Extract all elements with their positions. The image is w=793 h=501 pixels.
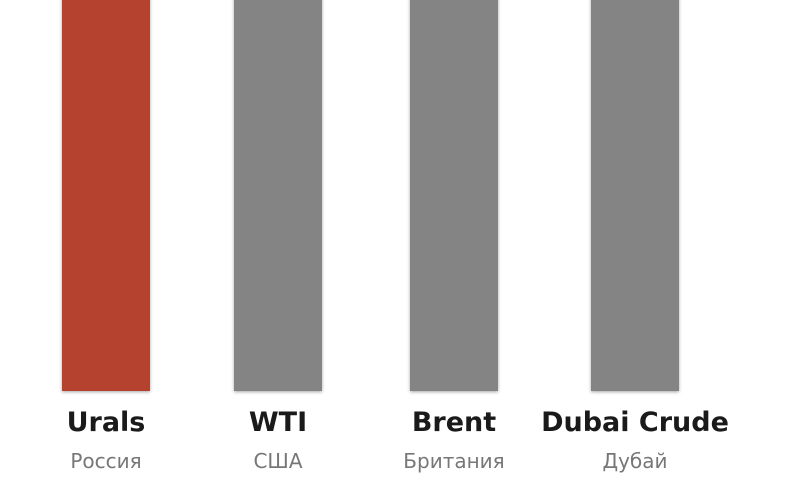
category-sublabel: США [253,449,302,473]
category-sublabel: Россия [70,449,141,473]
bar-wti [234,0,322,391]
category-sublabel: Британия [403,449,504,473]
bar-brent [410,0,498,391]
category-label: Dubai Crude [541,407,729,438]
category-labels-group: Urals Россия WTI США Brent Британия Dubai Crud… [67,407,729,473]
bar-dubai-crude [591,0,679,391]
category-label: WTI [249,407,307,438]
category-sublabel: Дубай [602,449,667,473]
category-label: Urals [67,407,146,438]
category-label: Brent [412,407,496,438]
bar-urals [62,0,150,391]
bars-group [62,0,679,391]
